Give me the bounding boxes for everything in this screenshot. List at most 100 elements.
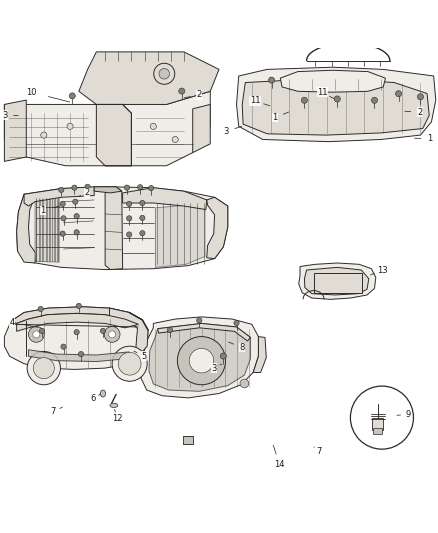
Polygon shape bbox=[96, 104, 131, 166]
Circle shape bbox=[301, 97, 307, 103]
Circle shape bbox=[27, 351, 60, 385]
Polygon shape bbox=[94, 187, 122, 193]
Circle shape bbox=[148, 185, 154, 191]
Polygon shape bbox=[299, 263, 376, 300]
Circle shape bbox=[350, 386, 413, 449]
Circle shape bbox=[417, 94, 424, 100]
Polygon shape bbox=[17, 313, 138, 332]
Text: 1: 1 bbox=[427, 134, 433, 143]
Circle shape bbox=[38, 306, 43, 312]
Polygon shape bbox=[237, 67, 436, 142]
Circle shape bbox=[127, 216, 132, 221]
Text: 11: 11 bbox=[317, 87, 328, 96]
Circle shape bbox=[172, 136, 178, 142]
Text: 13: 13 bbox=[377, 265, 387, 274]
Circle shape bbox=[104, 327, 120, 342]
Polygon shape bbox=[141, 317, 258, 398]
Text: 5: 5 bbox=[141, 352, 146, 361]
Polygon shape bbox=[24, 187, 94, 206]
Text: 7: 7 bbox=[316, 447, 321, 456]
FancyBboxPatch shape bbox=[372, 418, 383, 430]
Polygon shape bbox=[11, 307, 142, 324]
Circle shape bbox=[74, 214, 79, 219]
Text: 7: 7 bbox=[51, 407, 56, 416]
Circle shape bbox=[154, 63, 175, 84]
Polygon shape bbox=[4, 100, 26, 161]
Circle shape bbox=[234, 320, 239, 326]
Polygon shape bbox=[193, 104, 210, 152]
Circle shape bbox=[74, 230, 79, 235]
Circle shape bbox=[268, 77, 275, 83]
Circle shape bbox=[240, 379, 249, 388]
Ellipse shape bbox=[100, 390, 106, 397]
Circle shape bbox=[167, 327, 173, 333]
Circle shape bbox=[159, 69, 170, 79]
Polygon shape bbox=[79, 52, 219, 104]
Polygon shape bbox=[4, 91, 210, 166]
Circle shape bbox=[85, 184, 90, 189]
Circle shape bbox=[197, 318, 202, 323]
Circle shape bbox=[41, 132, 47, 138]
Polygon shape bbox=[149, 324, 251, 391]
Circle shape bbox=[73, 199, 78, 204]
Polygon shape bbox=[94, 187, 123, 270]
Circle shape bbox=[179, 88, 185, 94]
Circle shape bbox=[61, 216, 66, 221]
Circle shape bbox=[396, 91, 402, 97]
Circle shape bbox=[371, 97, 378, 103]
Text: 6: 6 bbox=[90, 394, 95, 403]
Text: 2: 2 bbox=[84, 189, 89, 197]
Circle shape bbox=[60, 231, 65, 236]
Circle shape bbox=[100, 328, 106, 334]
Circle shape bbox=[76, 303, 81, 309]
Circle shape bbox=[112, 346, 147, 381]
Text: 3: 3 bbox=[211, 364, 216, 373]
Circle shape bbox=[140, 200, 145, 206]
Text: 10: 10 bbox=[26, 87, 37, 96]
Circle shape bbox=[140, 215, 145, 221]
Circle shape bbox=[127, 201, 132, 206]
Polygon shape bbox=[242, 78, 429, 135]
Circle shape bbox=[33, 358, 54, 378]
Polygon shape bbox=[207, 197, 228, 259]
Circle shape bbox=[61, 344, 66, 349]
Polygon shape bbox=[158, 324, 251, 341]
Polygon shape bbox=[17, 194, 36, 263]
Circle shape bbox=[177, 336, 226, 385]
Polygon shape bbox=[123, 188, 207, 209]
Text: 2: 2 bbox=[197, 90, 202, 99]
Polygon shape bbox=[304, 268, 369, 295]
Text: 1: 1 bbox=[272, 113, 278, 122]
FancyBboxPatch shape bbox=[183, 435, 193, 445]
Circle shape bbox=[124, 185, 130, 190]
Circle shape bbox=[33, 331, 40, 338]
Circle shape bbox=[67, 123, 73, 130]
Text: 12: 12 bbox=[112, 415, 123, 423]
Polygon shape bbox=[253, 336, 266, 373]
Text: 14: 14 bbox=[274, 460, 285, 469]
Polygon shape bbox=[4, 307, 148, 369]
Circle shape bbox=[60, 201, 65, 206]
Circle shape bbox=[127, 232, 132, 237]
FancyBboxPatch shape bbox=[314, 273, 362, 293]
Polygon shape bbox=[155, 202, 205, 268]
Circle shape bbox=[334, 96, 340, 102]
Text: 4: 4 bbox=[10, 318, 15, 327]
Polygon shape bbox=[110, 308, 148, 354]
Circle shape bbox=[28, 327, 44, 342]
Circle shape bbox=[220, 353, 226, 359]
Text: 9: 9 bbox=[406, 410, 411, 419]
Circle shape bbox=[74, 329, 79, 335]
Text: 3: 3 bbox=[3, 111, 8, 120]
Circle shape bbox=[78, 351, 84, 357]
Ellipse shape bbox=[110, 403, 118, 408]
Circle shape bbox=[189, 349, 214, 373]
Polygon shape bbox=[35, 197, 59, 262]
Circle shape bbox=[138, 184, 143, 190]
Text: 11: 11 bbox=[250, 96, 260, 106]
FancyBboxPatch shape bbox=[373, 428, 382, 434]
Text: 1: 1 bbox=[40, 206, 46, 215]
Text: 3: 3 bbox=[223, 127, 228, 136]
Circle shape bbox=[150, 123, 156, 130]
Circle shape bbox=[39, 328, 45, 334]
